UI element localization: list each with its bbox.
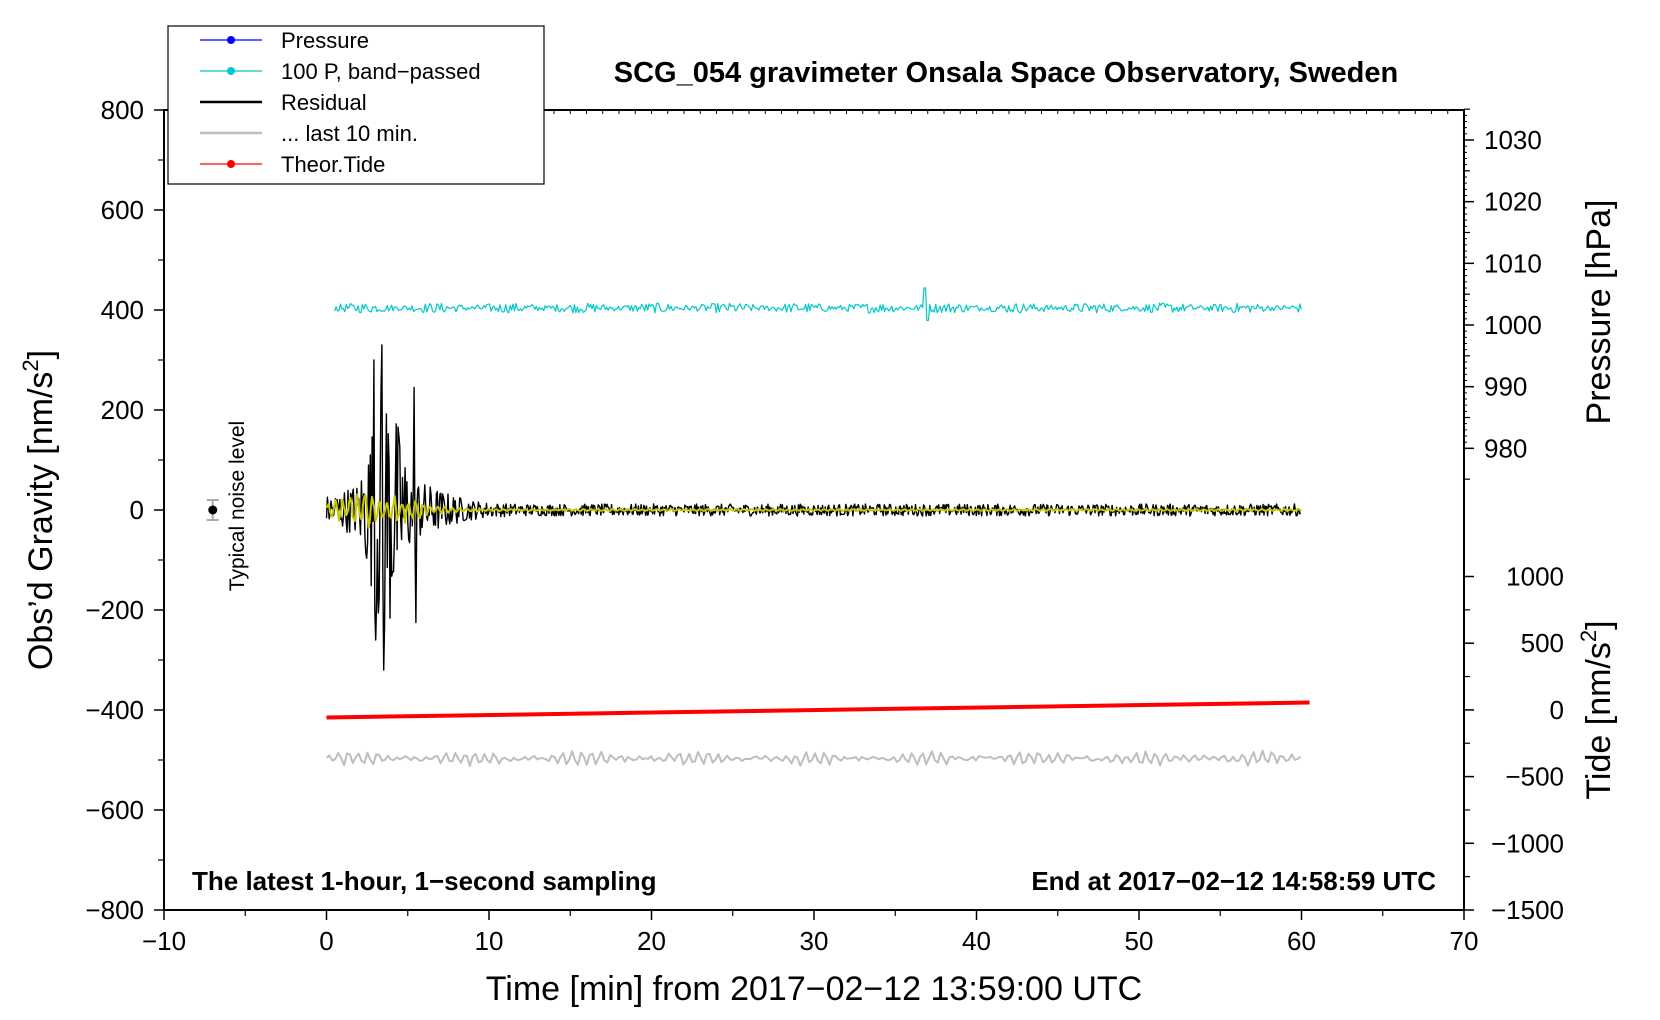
y-tick-label: 600 [101, 195, 144, 225]
x-tick-label: 20 [637, 926, 666, 956]
annotation-sampling: The latest 1-hour, 1−second sampling [192, 866, 657, 896]
tide-axis-title-text: Tide [nm/s [1580, 642, 1618, 799]
noise-level-label: Typical noise level [226, 421, 249, 591]
legend-items: Pressure 100 P, band−passed Residual ... la… [200, 28, 481, 177]
y-tick-label: 200 [101, 395, 144, 425]
series-pressure-band-passed [334, 287, 1302, 322]
tide-tick-label: −500 [1505, 762, 1564, 792]
tide-tick-label: 0 [1550, 695, 1564, 725]
tide-tick-label: 1000 [1506, 562, 1564, 592]
tide-tick-label: −1000 [1491, 828, 1564, 858]
y-axis-title-close: ] [22, 350, 60, 359]
series-residual [325, 344, 1302, 671]
axis-ticks: −10 0 10 20 30 40 50 60 70−800−600−400−200020040… [85, 95, 1564, 956]
y-axis-title-sup: 2 [18, 359, 43, 371]
legend-label: ... last 10 min. [281, 121, 418, 146]
y-tick-label: −200 [85, 595, 144, 625]
legend: Pressure 100 P, band−passed Residual ... la… [167, 25, 545, 185]
pressure-tick-label: 1000 [1484, 310, 1542, 340]
pressure-tick-label: 1020 [1484, 187, 1542, 217]
x-tick-label: 30 [800, 926, 829, 956]
legend-label: Residual [281, 90, 367, 115]
y-tick-label: −800 [85, 895, 144, 925]
x-tick-label: 60 [1287, 926, 1316, 956]
tide-axis-title-close: ] [1580, 620, 1618, 629]
tide-axis-title-sup: 2 [1576, 630, 1601, 642]
y-tick-label: 400 [101, 295, 144, 325]
x-axis-title: Time [min] from 2017−02−12 13:59:00 UTC [486, 970, 1142, 1008]
series-residual-filtered [325, 493, 1302, 529]
annotation-end-time: End at 2017−02−12 14:58:59 UTC [1031, 866, 1436, 896]
legend-box [167, 25, 545, 185]
legend-marker [227, 36, 235, 44]
y-tick-label: 800 [101, 95, 144, 125]
y-axis-title: Obs’d Gravity [nm/s2] [18, 350, 60, 670]
y-tick-label: 0 [130, 495, 144, 525]
legend-label: Theor.Tide [281, 152, 385, 177]
x-tick-label: 50 [1125, 926, 1154, 956]
noise-marker-dot [208, 505, 218, 515]
tide-tick-label: 500 [1521, 628, 1564, 658]
x-tick-label: 0 [319, 926, 333, 956]
tide-axis-title: Tide [nm/s2] [1576, 620, 1618, 799]
x-tick-label: 70 [1450, 926, 1479, 956]
pressure-tick-label: 990 [1484, 372, 1527, 402]
data-series [206, 287, 1310, 768]
x-tick-label: −10 [142, 926, 186, 956]
plot-frame [163, 109, 1465, 911]
legend-label: Pressure [281, 28, 369, 53]
pressure-tick-label: 1030 [1484, 125, 1542, 155]
y-tick-label: −400 [85, 695, 144, 725]
series-last-10-min [325, 749, 1302, 768]
legend-marker [227, 160, 235, 168]
y-axis-title-text: Obs’d Gravity [nm/s [22, 372, 60, 671]
series-theoretical-tide [326, 700, 1310, 720]
pressure-axis-title: Pressure [hPa] [1580, 200, 1618, 425]
x-tick-label: 10 [475, 926, 504, 956]
legend-marker [227, 67, 235, 75]
y-tick-label: −600 [85, 795, 144, 825]
pressure-tick-label: 1010 [1484, 248, 1542, 278]
chart-title: SCG_054 gravimeter Onsala Space Observat… [614, 57, 1398, 89]
tide-tick-label: −1500 [1491, 895, 1564, 925]
x-tick-label: 40 [962, 926, 991, 956]
legend-label: 100 P, band−passed [281, 59, 481, 84]
pressure-tick-label: 980 [1484, 433, 1527, 463]
